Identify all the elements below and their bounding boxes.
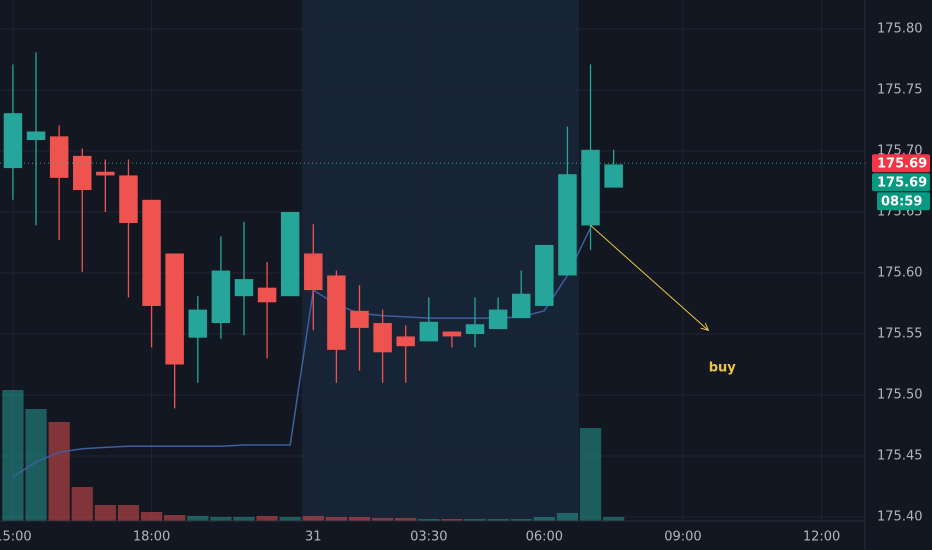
price-label: 175.69 bbox=[877, 176, 927, 191]
y-tick-label: 175.60 bbox=[877, 266, 923, 281]
volume-bar bbox=[418, 519, 440, 521]
candle-body bbox=[304, 253, 323, 291]
x-tick-label: 06:00 bbox=[526, 530, 563, 545]
candle-body bbox=[465, 324, 485, 334]
x-tick-label: 03:30 bbox=[410, 530, 447, 545]
candle-body bbox=[211, 270, 231, 324]
candle-body bbox=[511, 293, 531, 319]
arrow-head bbox=[700, 322, 710, 332]
x-tick-label: 15:00 bbox=[0, 530, 32, 545]
candle-body bbox=[165, 253, 184, 365]
candle-body bbox=[581, 149, 600, 226]
annotation-arrow bbox=[590, 225, 709, 331]
volume-bar bbox=[441, 519, 463, 521]
volume-bar bbox=[556, 513, 579, 521]
countdown: 08:59 bbox=[881, 195, 922, 210]
candle-body bbox=[73, 155, 92, 191]
candle-body bbox=[558, 174, 577, 276]
candle-body bbox=[604, 164, 623, 188]
volume-bar bbox=[603, 517, 625, 521]
candle-body bbox=[280, 212, 300, 297]
price-label: 175.69 bbox=[877, 157, 927, 172]
volume-bar bbox=[510, 519, 532, 521]
annotation-text: buy bbox=[709, 361, 737, 376]
candle-body bbox=[234, 279, 254, 297]
candle-body bbox=[3, 113, 23, 169]
volume-bar bbox=[279, 517, 301, 521]
volume-bar bbox=[395, 518, 417, 521]
candle-body bbox=[257, 287, 277, 303]
y-tick-label: 175.75 bbox=[877, 83, 923, 98]
volume-bar bbox=[164, 515, 186, 521]
price-axis bbox=[865, 0, 932, 550]
x-tick-label: 18:00 bbox=[133, 530, 170, 545]
candle-body bbox=[142, 199, 161, 306]
session-highlight bbox=[301, 0, 579, 521]
candle-body bbox=[49, 136, 69, 178]
x-tick-label: 31 bbox=[305, 530, 322, 545]
candle-body bbox=[26, 131, 46, 141]
volume-bar bbox=[25, 409, 47, 521]
volume-bar bbox=[187, 516, 209, 521]
x-tick-label: 12:00 bbox=[803, 530, 840, 545]
candle-body bbox=[350, 310, 369, 328]
y-tick-label: 175.45 bbox=[877, 448, 923, 463]
y-tick-label: 175.50 bbox=[877, 387, 923, 402]
volume-bar bbox=[579, 428, 602, 521]
candle-body bbox=[188, 309, 208, 338]
candle-body bbox=[396, 336, 415, 347]
price-label-box bbox=[872, 154, 930, 173]
x-tick-label: 09:00 bbox=[664, 530, 701, 545]
volume-bar bbox=[2, 390, 24, 521]
volume-bar bbox=[117, 505, 140, 521]
candle-body bbox=[96, 171, 115, 176]
candle-body bbox=[535, 244, 554, 306]
candle-body bbox=[373, 323, 392, 353]
volume-bar bbox=[487, 519, 509, 521]
y-tick-label: 175.55 bbox=[877, 326, 923, 341]
volume-bar bbox=[348, 517, 371, 521]
candle-body bbox=[442, 331, 462, 337]
volume-bar bbox=[256, 516, 278, 521]
y-tick-label: 175.40 bbox=[877, 509, 923, 524]
volume-bar bbox=[302, 516, 324, 521]
volume-bar bbox=[533, 517, 555, 521]
price-label-box bbox=[872, 173, 930, 192]
volume-bar bbox=[71, 487, 93, 521]
candle-body bbox=[488, 309, 508, 330]
volume-bar bbox=[464, 519, 486, 521]
volume-bar bbox=[210, 517, 232, 521]
y-tick-label: 175.80 bbox=[877, 22, 923, 37]
candle-body bbox=[119, 175, 138, 223]
volume-bar bbox=[48, 422, 70, 521]
countdown-box bbox=[877, 192, 930, 211]
volume-bar bbox=[371, 518, 394, 521]
volume-bar bbox=[94, 505, 116, 521]
volume-bar bbox=[140, 512, 163, 521]
volume-bar bbox=[233, 517, 255, 521]
candle-body bbox=[327, 275, 346, 350]
volume-bar bbox=[325, 517, 348, 521]
candle-body bbox=[419, 321, 439, 342]
